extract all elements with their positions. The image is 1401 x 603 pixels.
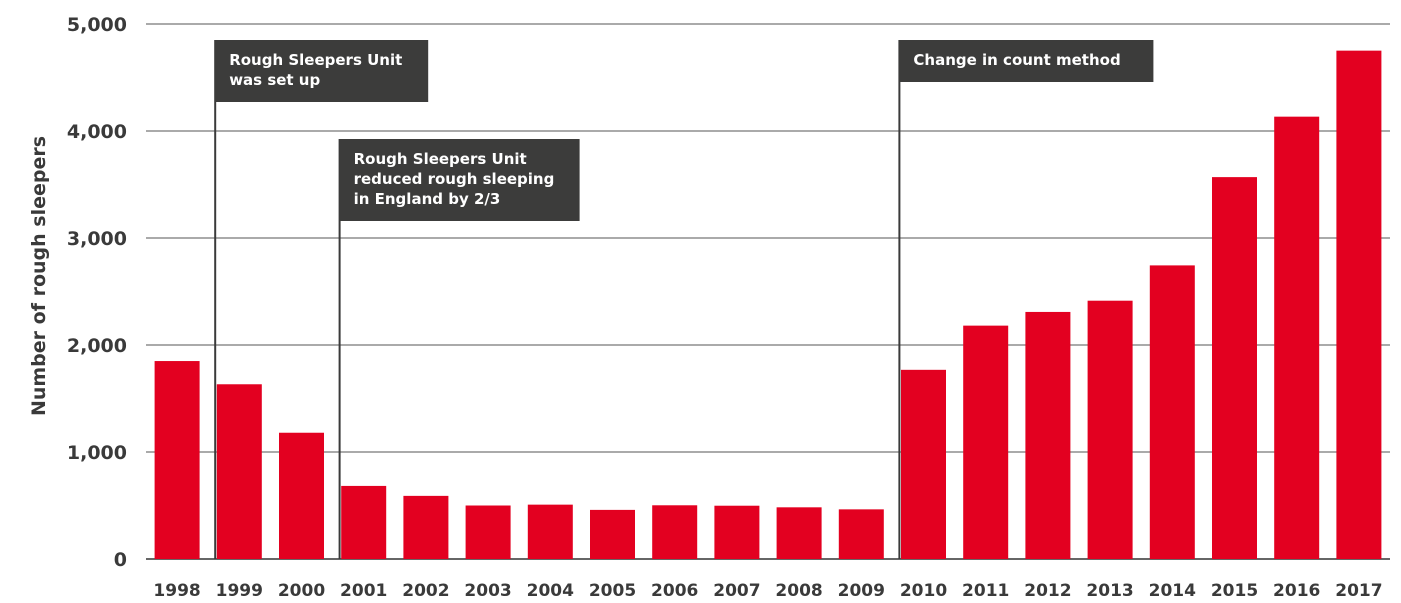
annotation-text-2001-0: Rough Sleepers Unit — [354, 150, 527, 168]
annotation-text-1999-1: was set up — [229, 71, 320, 89]
bar-2004 — [527, 504, 573, 559]
x-tick-label-2017: 2017 — [1335, 581, 1382, 601]
y-tick-label-0: 0 — [114, 549, 127, 571]
x-tick-label-2003: 2003 — [464, 581, 511, 601]
x-tick-label-2014: 2014 — [1149, 581, 1196, 601]
y-tick-label-4000: 4,000 — [67, 121, 127, 143]
y-tick-label-1000: 1,000 — [67, 442, 127, 464]
y-tick-label-3000: 3,000 — [67, 228, 127, 250]
y-tick-label-5000: 5,000 — [67, 14, 127, 36]
bar-2005 — [590, 509, 635, 559]
bar-2012 — [1025, 311, 1071, 559]
x-tick-label-2007: 2007 — [713, 581, 760, 601]
x-tick-label-2011: 2011 — [962, 581, 1009, 601]
x-tick-label-2008: 2008 — [775, 581, 822, 601]
x-axis-ticks: 1998 1999 2000 2001 2002 2003 2004 2005 2006 2007… — [153, 581, 1382, 601]
annotation-box-1999 — [215, 40, 429, 102]
x-tick-label-2001: 2001 — [340, 581, 387, 601]
x-tick-label-2006: 2006 — [651, 581, 698, 601]
gridlines — [146, 23, 1390, 560]
x-tick-label-2013: 2013 — [1086, 581, 1133, 601]
bar-2000 — [279, 432, 324, 559]
x-tick-label-1998: 1998 — [153, 581, 200, 601]
x-tick-label-1999: 1999 — [216, 581, 263, 601]
bar-2017 — [1336, 50, 1382, 559]
bar-2009 — [838, 509, 884, 559]
x-tick-label-2015: 2015 — [1211, 581, 1258, 601]
annotation-text-2001-1: reduced rough sleeping — [354, 170, 555, 188]
x-tick-label-2010: 2010 — [900, 581, 947, 601]
bar-2016 — [1274, 116, 1320, 560]
bar-1999 — [216, 384, 262, 559]
bar-2011 — [963, 325, 1009, 559]
annotation-text-2010-0: Change in count method — [913, 51, 1120, 69]
bar-2007 — [714, 505, 760, 559]
bar-2006 — [652, 505, 698, 559]
y-axis-ticks: 0 1,000 2,000 3,000 4,000 5,000 — [67, 14, 127, 571]
y-tick-label-2000: 2,000 — [67, 335, 127, 357]
bar-2014 — [1149, 265, 1195, 559]
bar-2003 — [465, 505, 511, 559]
x-tick-label-2016: 2016 — [1273, 581, 1320, 601]
bar-2008 — [776, 507, 822, 559]
x-tick-label-2005: 2005 — [589, 581, 636, 601]
bar-2010 — [901, 369, 946, 559]
bar-2002 — [403, 495, 449, 559]
x-tick-label-2002: 2002 — [402, 581, 449, 601]
annotation-box-2010 — [899, 40, 1154, 82]
annotation-text-1999-0: Rough Sleepers Unit — [229, 51, 402, 69]
x-tick-label-2009: 2009 — [838, 581, 885, 601]
bar-1998 — [154, 361, 200, 559]
y-axis-label: Number of rough sleepers — [28, 136, 50, 416]
annotation-text-2001-2: in England by 2/3 — [354, 190, 501, 208]
annotations: Rough Sleepers Unit was set up Rough Sleep… — [214, 40, 1154, 559]
bars — [154, 50, 1382, 560]
x-tick-label-2004: 2004 — [527, 581, 574, 601]
x-tick-label-2000: 2000 — [278, 581, 325, 601]
x-tick-label-2012: 2012 — [1024, 581, 1071, 601]
bar-2015 — [1212, 177, 1257, 559]
annotation-box-2001 — [339, 139, 580, 221]
bar-2013 — [1087, 300, 1133, 559]
bar-2001 — [341, 485, 387, 559]
